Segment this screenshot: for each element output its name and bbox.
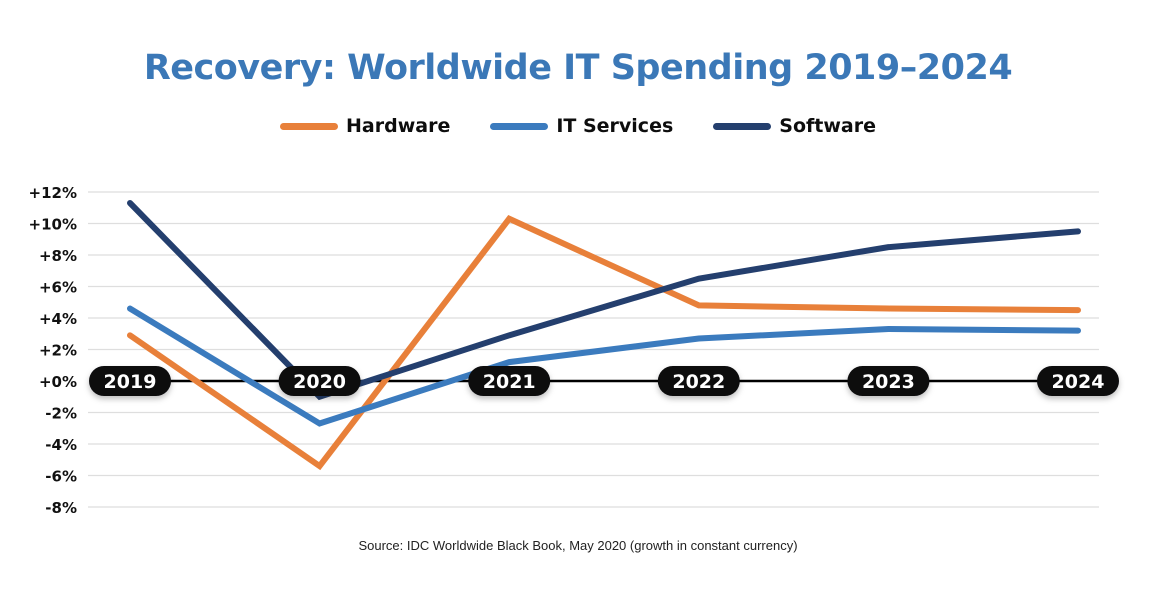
series-lines [127,200,1081,471]
x-tick-pill: 2022 [657,366,740,396]
x-tick-pill-bg [657,366,740,396]
x-tick-pill: 2023 [847,366,930,396]
x-tick-pill-bg [468,366,551,396]
legend-label-it-services: IT Services [556,115,674,137]
x-tick-pill-bg [847,366,930,396]
source-note: Source: IDC Worldwide Black Book, May 20… [358,538,798,553]
legend-label-software: Software [779,115,876,137]
legend-item-hardware: Hardware [280,115,450,137]
y-tick-label: +6% [39,279,77,297]
y-tick-label: -4% [45,436,77,454]
legend: Hardware IT Services Software [0,115,1156,137]
series-line-software [127,200,1081,401]
x-tick-pill: 2020 [278,366,361,396]
x-tick-pill-bg [1037,366,1119,396]
legend-item-it-services: IT Services [490,115,673,137]
legend-swatch-it-services [490,122,549,130]
y-tick-label: +4% [39,310,77,328]
x-tick-label: 2021 [483,371,536,393]
y-axis-ticks: +12% +10% +8% +6% +4% +2% +0% -2% -4% -6% -8% [29,184,77,517]
series-line-it-services [127,305,1081,427]
series-line-hardware [127,215,1081,471]
x-tick-pill: 2019 [89,366,171,396]
legend-label-hardware: Hardware [346,115,451,137]
legend-swatch-software [713,122,772,130]
x-tick-pill: 2021 [468,366,551,396]
x-tick-label: 2023 [862,371,915,393]
x-tick-label: 2022 [672,371,725,393]
y-tick-label: +2% [39,342,77,360]
chart-title: Recovery: Worldwide IT Spending 2019–202… [143,48,1013,88]
y-tick-label: -8% [45,499,77,517]
legend-swatch-hardware [280,122,338,130]
y-tick-label: +0% [39,373,77,391]
x-tick-label: 2024 [1052,371,1105,393]
x-tick-label: 2019 [104,371,157,393]
x-tick-pill-bg [89,366,171,396]
x-tick-pill-bg [278,366,361,396]
y-tick-label: -2% [45,405,77,423]
y-tick-label: -6% [45,468,77,486]
gridlines [88,191,1099,508]
y-tick-label: +8% [39,247,77,265]
x-tick-label: 2020 [293,371,346,393]
y-tick-label: +10% [29,216,77,234]
x-axis-ticks: 2019 2020 2021 2022 2023 2024 [89,366,1119,396]
y-tick-label: +12% [29,184,77,202]
x-tick-pill: 2024 [1037,366,1119,396]
legend-item-software: Software [713,115,876,137]
